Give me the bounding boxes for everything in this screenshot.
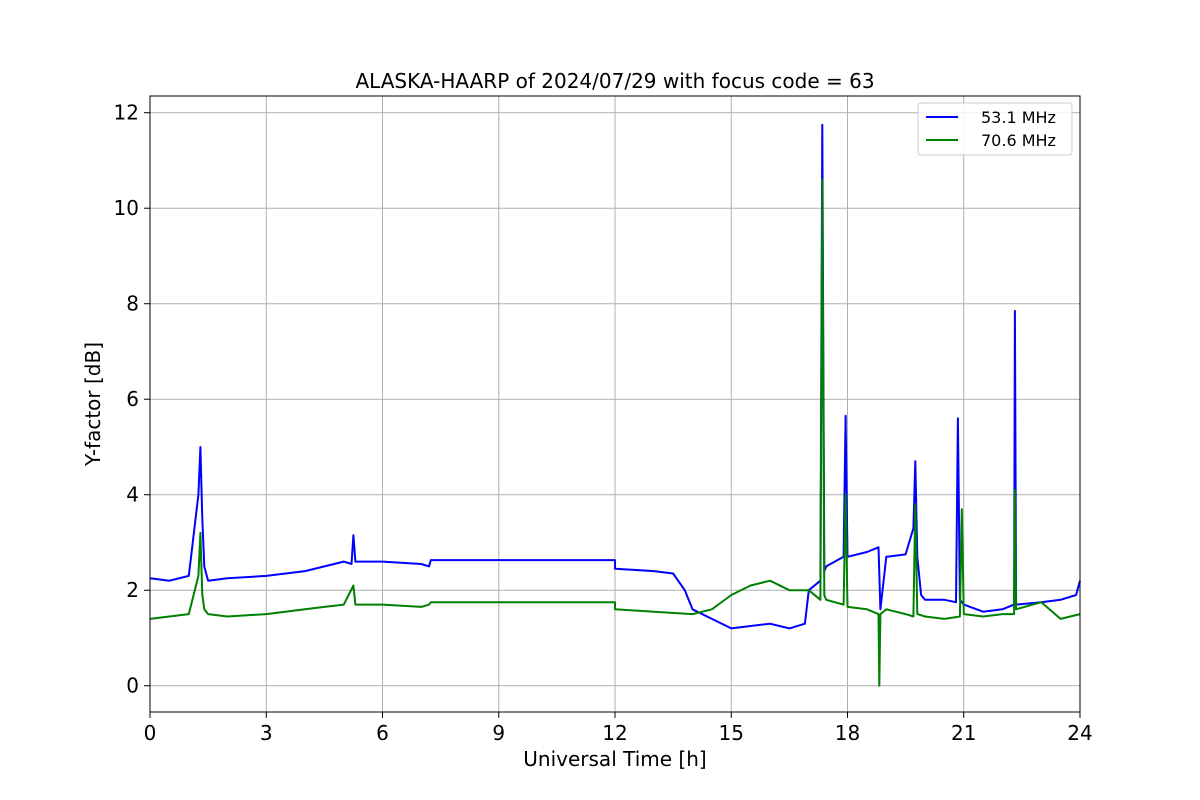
y-tick-label: 6: [126, 387, 139, 411]
x-tick-label: 0: [144, 721, 157, 745]
x-tick-label: 12: [602, 721, 627, 745]
chart-title: ALASKA-HAARP of 2024/07/29 with focus co…: [355, 69, 874, 93]
y-tick-label: 8: [126, 292, 139, 316]
series-line-1: [149, 123, 1081, 630]
x-tick-label: 9: [492, 721, 505, 745]
x-tick-label: 3: [260, 721, 273, 745]
x-tick-label: 15: [719, 721, 744, 745]
y-tick-label: 10: [114, 196, 139, 220]
legend-label: 70.6 MHz: [981, 131, 1056, 150]
x-tick-label: 6: [376, 721, 389, 745]
x-tick-label: 18: [835, 721, 860, 745]
y-axis-label: Y-factor [dB]: [81, 342, 105, 467]
y-tick-label: 2: [126, 578, 139, 602]
series-layer: [149, 123, 1081, 687]
x-tick-label: 24: [1067, 721, 1092, 745]
series-line-2: [149, 178, 1081, 687]
legend: 53.1 MHz 70.6 MHz: [917, 102, 1073, 156]
y-tick-label: 0: [126, 674, 139, 698]
x-axis-label: Universal Time [h]: [523, 747, 706, 771]
y-tick-label: 12: [114, 101, 139, 125]
legend-label: 53.1 MHz: [981, 108, 1056, 127]
x-tick-label: 21: [951, 721, 976, 745]
y-tick-label: 4: [126, 483, 139, 507]
